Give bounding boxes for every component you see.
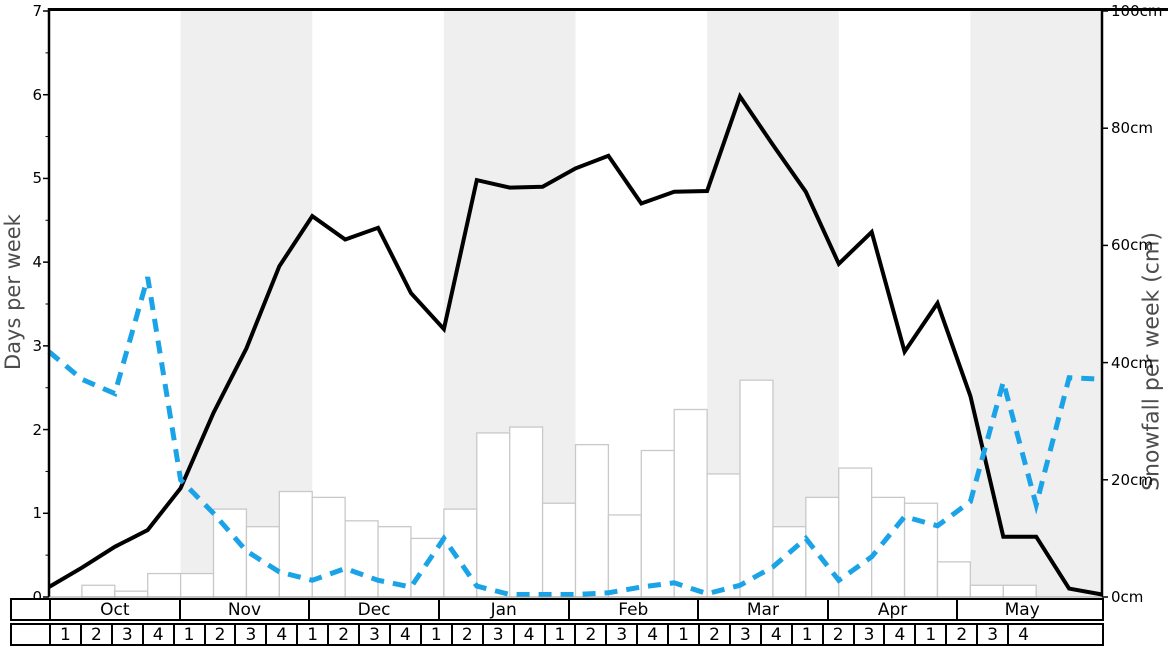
- week-cell-3: 3: [728, 625, 760, 645]
- week-cell-4: 4: [1007, 625, 1038, 645]
- month-cell-nov: Nov: [178, 600, 309, 620]
- snowfall-bar: [344, 520, 379, 598]
- week-cell-3: 3: [110, 625, 142, 645]
- month-cell-apr: Apr: [826, 600, 957, 620]
- snowfall-bar: [574, 443, 610, 598]
- week-cell-1: 1: [296, 625, 327, 645]
- right-tick-label-40cm: 40cm: [1111, 353, 1153, 372]
- snowfall-bar: [179, 572, 215, 598]
- month-cell-may: May: [956, 600, 1086, 620]
- right-tick-label-80cm: 80cm: [1111, 119, 1153, 138]
- snowfall-bar: [969, 584, 1004, 598]
- week-cell-3: 3: [358, 625, 389, 645]
- left-tick-label-7: 7: [32, 2, 42, 20]
- left-tick-label-6: 6: [32, 85, 42, 104]
- snowfall-bar: [936, 561, 972, 598]
- week-cell-1: 1: [543, 625, 575, 645]
- left-tick-label-5: 5: [32, 169, 42, 188]
- week-cell-4: 4: [636, 625, 667, 645]
- left-tick-label-4: 4: [32, 253, 42, 272]
- week-cell-2: 2: [450, 625, 482, 645]
- snowfall-bar: [739, 379, 774, 598]
- week-cell-2: 2: [327, 625, 358, 645]
- snowfall-bar: [443, 508, 478, 598]
- week-cell-1: 1: [914, 625, 945, 645]
- right-tick-label-60cm: 60cm: [1111, 236, 1153, 255]
- month-row: Oct Nov Dec Jan Feb Mar Apr May: [10, 598, 1104, 621]
- snowfall-bar: [640, 449, 675, 598]
- month-cell-mar: Mar: [697, 600, 827, 620]
- week-cell-1: 1: [419, 625, 451, 645]
- month-cell-dec: Dec: [308, 600, 438, 620]
- snowfall-bar: [245, 526, 280, 598]
- week-cell-2: 2: [574, 625, 605, 645]
- week-cell-2: 2: [203, 625, 235, 645]
- days-per-week-line: [47, 91, 1103, 597]
- snowfall-bar: [278, 490, 313, 598]
- week-cell-1: 1: [667, 625, 698, 645]
- snowfall-bar: [673, 408, 708, 598]
- month-cell-feb: Feb: [567, 600, 698, 620]
- week-cell-4: 4: [388, 625, 420, 645]
- snowfall-bar: [706, 473, 741, 598]
- week-cell-3: 3: [852, 625, 884, 645]
- snowfall-bar: [541, 502, 577, 598]
- snowfall-bar: [509, 426, 544, 598]
- week-cell-1: 1: [172, 625, 204, 645]
- left-tick-label-0: 0: [32, 588, 42, 606]
- snowfall-bar: [838, 467, 873, 598]
- left-tick-label-2: 2: [32, 420, 42, 439]
- week-cell-3: 3: [481, 625, 513, 645]
- snowfall-bar: [903, 502, 939, 598]
- right-tick-label-100cm: 100cm: [1111, 2, 1163, 20]
- week-cell-1: 1: [49, 625, 80, 645]
- week-cell-2: 2: [698, 625, 729, 645]
- snowfall-bar: [114, 590, 149, 598]
- left-tick-label-1: 1: [32, 504, 42, 523]
- snowfall-bar: [147, 572, 182, 598]
- week-cell-1: 1: [790, 625, 822, 645]
- week-cell-4: 4: [759, 625, 791, 645]
- right-tick-label-20cm: 20cm: [1111, 470, 1153, 489]
- week-cell-3: 3: [234, 625, 265, 645]
- snowfall-bar: [607, 514, 642, 598]
- snowfall-bar: [311, 496, 346, 598]
- week-cell-3: 3: [605, 625, 636, 645]
- week-cell-4: 4: [512, 625, 544, 645]
- snowfall-bar: [377, 526, 412, 598]
- right-tick-label-0cm: 0cm: [1111, 588, 1144, 606]
- month-cell-jan: Jan: [437, 600, 568, 620]
- snowfall-bar: [212, 508, 248, 598]
- snowfall-bar: [1002, 584, 1037, 598]
- week-cell-4: 4: [265, 625, 296, 645]
- snowfall-bar: [81, 584, 116, 598]
- month-row-lead-cell: [12, 600, 49, 619]
- week-cell-3: 3: [976, 625, 1007, 645]
- week-cell-2: 2: [821, 625, 853, 645]
- blue-dashed-line: [47, 276, 1103, 597]
- left-tick-label-3: 3: [32, 336, 42, 355]
- week-row-lead-cell: [12, 625, 49, 644]
- snowfall-bar: [476, 432, 511, 598]
- week-cell-2: 2: [79, 625, 111, 645]
- week-cell-4: 4: [883, 625, 914, 645]
- snowfall-bar: [871, 496, 906, 598]
- month-cell-oct: Oct: [49, 600, 179, 620]
- week-cell-2: 2: [945, 625, 976, 645]
- week-cell-4: 4: [141, 625, 173, 645]
